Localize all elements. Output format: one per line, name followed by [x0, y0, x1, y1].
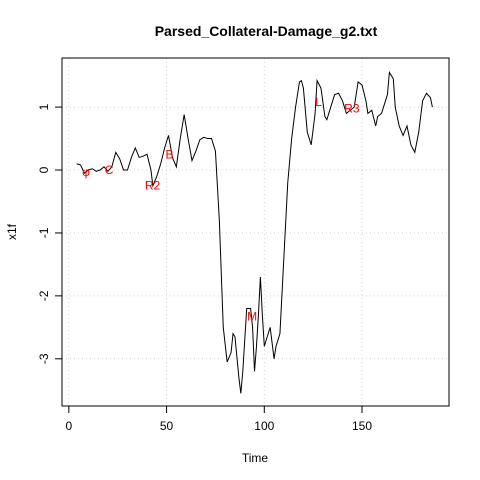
annotation: R3 — [344, 101, 360, 115]
x-tick-label: 100 — [254, 419, 274, 433]
x-axis-label: Time — [242, 451, 269, 465]
y-tick-label: 1 — [37, 103, 51, 110]
x-tick-label: 150 — [352, 419, 372, 433]
data-line — [76, 70, 433, 394]
annotation: B — [165, 147, 173, 161]
annotation: φ — [82, 165, 90, 179]
y-tick-label: -2 — [37, 290, 51, 301]
y-tick-label: 0 — [37, 166, 51, 173]
annotation: L — [315, 95, 322, 109]
x-tick-label: 0 — [65, 419, 72, 433]
annotation: M — [247, 310, 257, 324]
y-tick-label: -1 — [37, 227, 51, 238]
y-axis-label: x1f — [5, 223, 19, 240]
annotation: C — [105, 163, 114, 177]
chart-title: Parsed_Collateral-Damage_g2.txt — [155, 23, 378, 39]
x-tick-label: 50 — [160, 419, 174, 433]
y-tick-label: -3 — [37, 353, 51, 364]
plot-frame — [61, 57, 450, 407]
annotation: R2 — [145, 179, 161, 193]
